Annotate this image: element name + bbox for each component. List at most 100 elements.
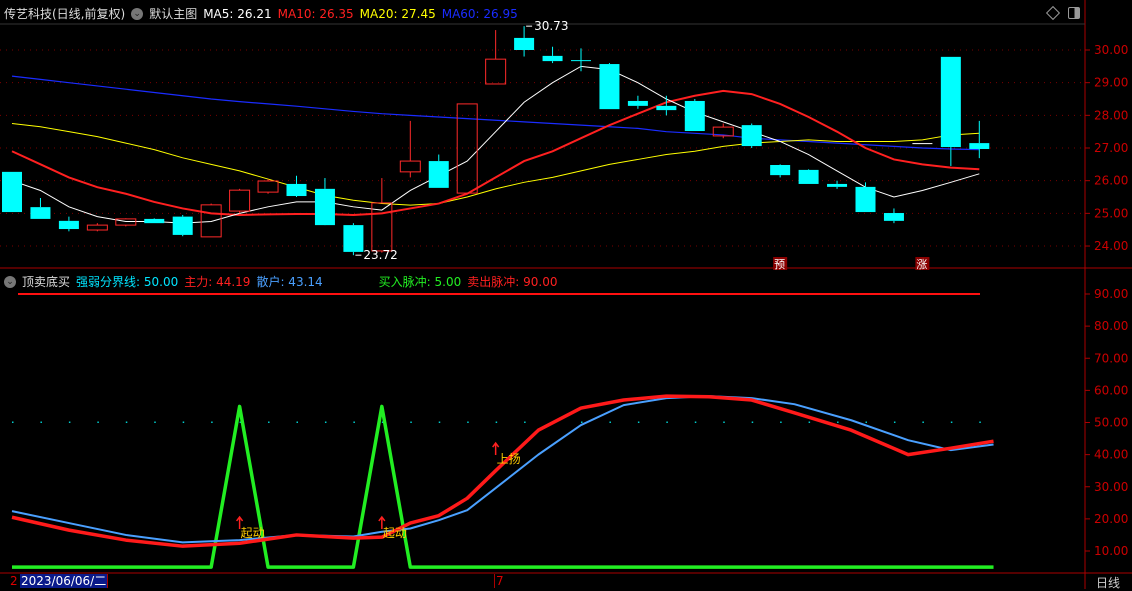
price-axis-label: 29.00 [1094, 76, 1128, 90]
candle [712, 123, 734, 139]
candle-body [684, 100, 705, 132]
price-annotation: 23.72 [363, 248, 397, 262]
strength-line-dot [922, 421, 924, 423]
chart-tools [1045, 5, 1080, 21]
dropdown-icon[interactable]: ⌄ [131, 7, 144, 20]
candle-body [969, 143, 990, 149]
strength-line-dot [381, 421, 384, 423]
candle-body [144, 218, 165, 224]
strength-line-dot [666, 421, 668, 423]
candle-body [656, 105, 677, 111]
panel-toggle-icon[interactable] [1068, 7, 1080, 19]
candle-body [712, 126, 734, 137]
date-axis: 2 2023/06/06/二 7 日线 [0, 573, 1132, 590]
candle-body [571, 60, 591, 62]
candle [656, 95, 677, 116]
candle-body [940, 56, 961, 148]
buy-pulse-label: 买入脉冲: 5.00 [378, 275, 462, 289]
signal-annotation: 起动 [236, 515, 265, 540]
candle-body [172, 216, 193, 235]
candle [30, 197, 51, 219]
candle-body [2, 171, 22, 213]
strength-line-dot [808, 421, 811, 423]
strength-line-dot [581, 421, 583, 423]
annotation-text: 上扬 [497, 451, 521, 466]
signal-marker: 涨 [915, 257, 930, 271]
diamond-icon[interactable] [1045, 5, 1061, 21]
candle [827, 180, 848, 189]
indicator-name[interactable]: 顶卖底买 [22, 275, 71, 289]
candle-body [399, 160, 421, 173]
main-force-line [11, 394, 994, 548]
candle [172, 214, 193, 237]
annotation-text: 起动 [241, 526, 265, 540]
marker-box [773, 257, 788, 270]
candle [599, 63, 620, 110]
ma60-label: MA60: 26.95 [441, 6, 518, 21]
candle [399, 120, 421, 178]
strength-line-dot [979, 421, 981, 423]
candle [456, 103, 478, 194]
strength-line-dot [609, 421, 611, 423]
candle [200, 203, 222, 238]
candle-body [599, 64, 620, 110]
sell-pulse-label: 卖出脉冲: 90.00 [467, 275, 558, 289]
indicator-axis-label: 80.00 [1094, 319, 1128, 333]
candle-body [86, 224, 108, 231]
date-tick: 7 [494, 574, 504, 588]
period-label[interactable]: 日线 [1095, 576, 1120, 590]
candle [428, 154, 449, 188]
up-arrow-icon [378, 515, 386, 529]
candle-body [514, 37, 535, 50]
dropdown-icon[interactable]: ⌄ [4, 275, 16, 288]
candle [514, 26, 535, 57]
candle [115, 218, 137, 227]
template-selector[interactable]: 默认主图 [149, 7, 198, 21]
strength-line-dot [865, 421, 867, 423]
signal-annotation: 起动 [378, 515, 407, 540]
candle-body [229, 189, 251, 212]
candle [542, 46, 563, 64]
main-force-label: 主力: 44.19 [184, 275, 251, 289]
candle [684, 99, 705, 132]
indicator-axis-label: 30.00 [1094, 480, 1128, 494]
strength-line-dot [324, 421, 327, 423]
candle [485, 30, 507, 85]
price-axis-label: 28.00 [1094, 108, 1128, 122]
up-arrow-icon [492, 441, 500, 456]
indicator-header: ⌄ 顶卖底买 强弱分界线: 50.00 主力: 44.19 散户: 43.14 … [4, 273, 557, 290]
candle [912, 143, 933, 145]
strength-line-dot [125, 421, 128, 423]
strength-line-dot [438, 421, 441, 423]
strength-line-dot [182, 421, 185, 423]
strength-line-dot [296, 421, 298, 423]
candle [2, 171, 22, 213]
candle-body [343, 225, 364, 252]
candle-body [257, 180, 279, 193]
price-axis-label: 24.00 [1094, 239, 1128, 253]
strength-line-dot [751, 421, 754, 423]
strength-line-dot [780, 421, 782, 423]
date-tick: 2 [10, 574, 18, 588]
candle-body [912, 143, 933, 145]
indicator-axis-label: 60.00 [1094, 383, 1128, 397]
candle-body [371, 202, 393, 252]
indicator-axis-label: 50.00 [1094, 416, 1128, 430]
candle [144, 218, 165, 224]
signal-annotation: 上扬 [492, 441, 521, 466]
candle-body [286, 183, 307, 197]
up-arrow-icon [236, 515, 244, 529]
candle-body [798, 169, 819, 184]
candle [940, 56, 961, 166]
price-annotation: 30.73 [534, 19, 568, 33]
candle-body [770, 164, 791, 176]
price-axis-label: 26.00 [1094, 174, 1128, 188]
candle-body [855, 186, 876, 213]
price-axis-label: 25.00 [1094, 206, 1128, 220]
candle [314, 178, 335, 226]
candle [571, 48, 591, 72]
price-axis-label: 30.00 [1094, 43, 1128, 57]
candle [58, 216, 79, 232]
candle [229, 188, 251, 214]
